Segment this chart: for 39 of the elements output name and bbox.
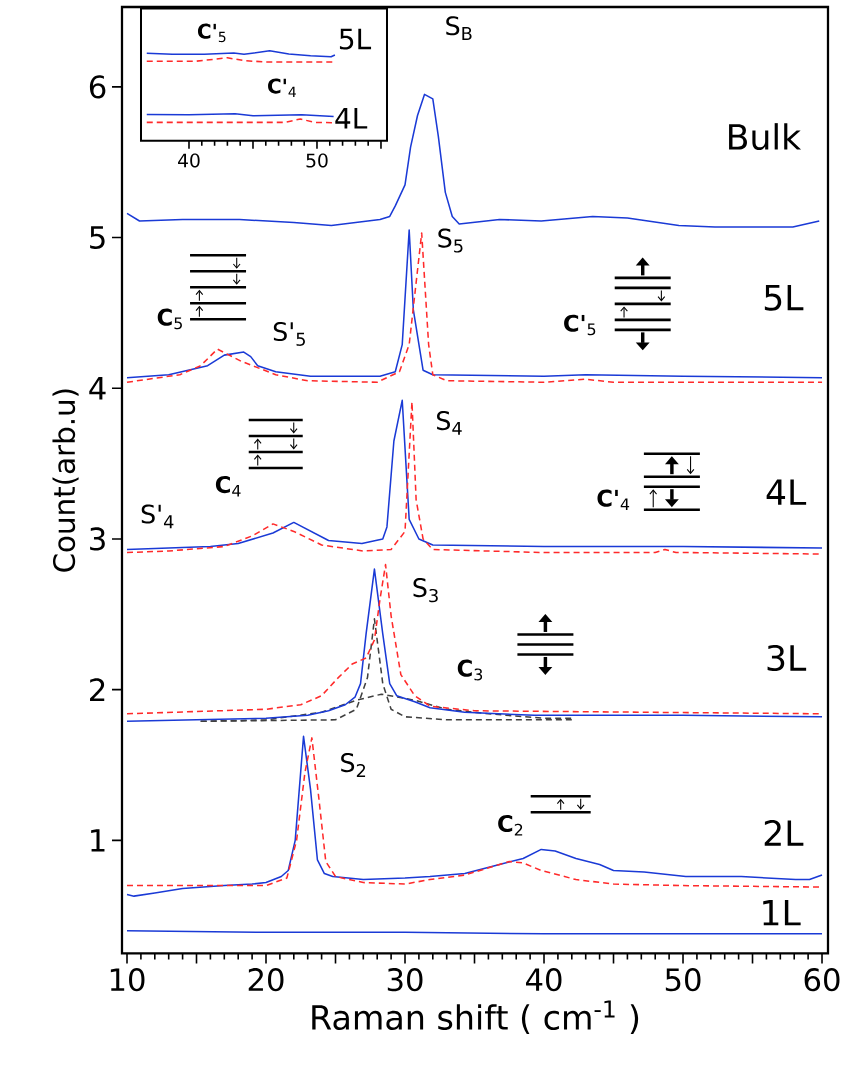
annotation: 5L xyxy=(339,28,372,50)
annotation: 4L xyxy=(335,108,368,129)
x-tick-label: 10 xyxy=(110,968,145,992)
y-tick-label: 3 xyxy=(90,527,105,551)
x-tick-label: 50 xyxy=(665,968,701,992)
x-tick-label: 40 xyxy=(526,968,562,992)
annotation: C'$_{4}$ xyxy=(268,78,296,97)
annotation: 3L xyxy=(767,644,807,672)
annotation: C'$_{5}$ xyxy=(564,314,596,336)
annotation: 1L xyxy=(763,900,801,926)
annotation: S$_{B}$ xyxy=(446,16,472,40)
annotation: C'$_{5}$ xyxy=(197,23,226,43)
y-tick-label: 4 xyxy=(89,377,106,400)
annotation: 2L xyxy=(764,819,804,846)
x-tick-label: 50 xyxy=(306,153,328,168)
annotation: S'$_{4}$ xyxy=(141,504,174,529)
annotation: C$_{2}$ xyxy=(498,814,523,836)
annotation: S$_{4}$ xyxy=(437,411,462,435)
annotation: Bulk xyxy=(729,123,802,150)
y-tick-label: 5 xyxy=(90,226,105,249)
annotation: S$_{3}$ xyxy=(413,578,438,603)
x-tick-label: 60 xyxy=(804,968,840,992)
y-tick-label: 2 xyxy=(90,678,105,702)
x-tick-label: 40 xyxy=(178,153,200,168)
y-tick-label: 1 xyxy=(91,829,105,852)
y-tick-label: 6 xyxy=(89,75,106,99)
annotation: 5L xyxy=(764,284,804,311)
annotation: 4L xyxy=(766,479,807,505)
x-axis-title: Raman shift ( cm$^{-1}$ ) xyxy=(312,1000,639,1034)
y-axis-title: Count(arb.u) xyxy=(52,389,79,572)
annotation: C$_{5}$ xyxy=(157,308,182,330)
annotation: C'$_{4}$ xyxy=(597,489,630,511)
annotation: S$_{2}$ xyxy=(341,753,366,778)
x-tick-label: 30 xyxy=(387,968,423,992)
x-tick-label: 20 xyxy=(248,968,284,992)
annotation: C$_{4}$ xyxy=(215,476,241,497)
annotation: S$_{5}$ xyxy=(438,228,463,253)
annotation: C$_{3}$ xyxy=(457,659,483,681)
annotation: S'$_{5}$ xyxy=(273,321,305,347)
